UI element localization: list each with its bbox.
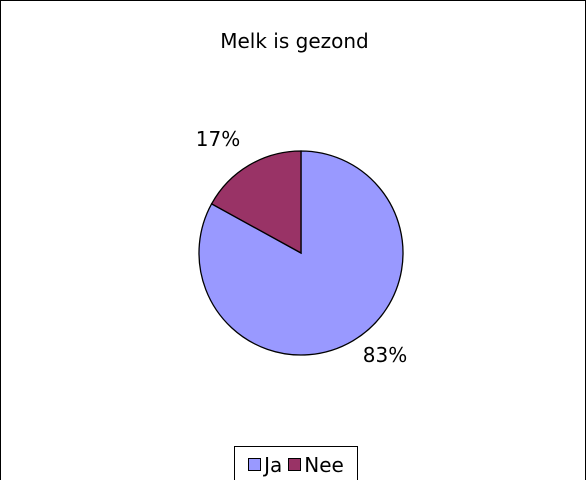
legend: Ja Nee bbox=[234, 446, 358, 480]
legend-label-nee: Nee bbox=[304, 452, 344, 477]
legend-label-ja: Ja bbox=[264, 452, 283, 477]
pie-slice-nee bbox=[210, 150, 302, 255]
legend-item-nee: Nee bbox=[288, 453, 344, 477]
legend-swatch-ja bbox=[248, 458, 262, 471]
legend-swatch-nee bbox=[288, 458, 302, 471]
data-label-nee: 17% bbox=[196, 127, 240, 151]
data-label-ja: 83% bbox=[363, 343, 407, 367]
pie-slice-ja bbox=[198, 150, 404, 356]
legend-item-ja: Ja bbox=[248, 453, 282, 477]
chart-title: Melk is gezond bbox=[220, 29, 369, 53]
